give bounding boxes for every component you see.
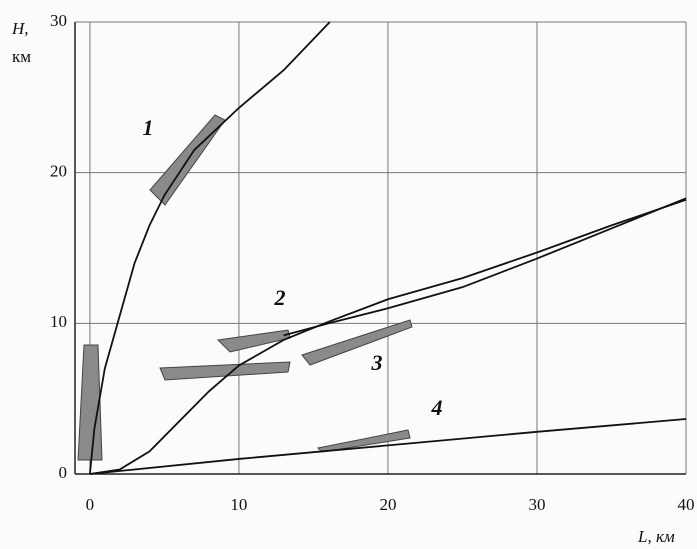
x-tick-label: 10 bbox=[230, 495, 247, 514]
y-tick-label: 10 bbox=[50, 312, 67, 331]
x-tick-label: 40 bbox=[678, 495, 695, 514]
curve-label: 2 bbox=[274, 285, 286, 310]
x-axis-label: L, км bbox=[637, 527, 675, 546]
curve-label: 4 bbox=[431, 395, 443, 420]
y-axis-unit: км bbox=[12, 47, 31, 66]
y-axis-label: H, bbox=[11, 19, 29, 38]
background bbox=[0, 0, 697, 549]
y-tick-label: 20 bbox=[50, 162, 67, 181]
x-tick-label: 0 bbox=[86, 495, 95, 514]
chart: H, км L, км 0 10 20 30 40 0 10 20 30 1 2 3 4 bbox=[0, 0, 697, 549]
y-tick-label: 0 bbox=[59, 463, 68, 482]
x-tick-label: 30 bbox=[528, 495, 545, 514]
y-tick-label: 30 bbox=[50, 11, 67, 30]
x-tick-label: 20 bbox=[379, 495, 396, 514]
curve-label: 3 bbox=[371, 350, 383, 375]
curve-label: 1 bbox=[143, 115, 154, 140]
